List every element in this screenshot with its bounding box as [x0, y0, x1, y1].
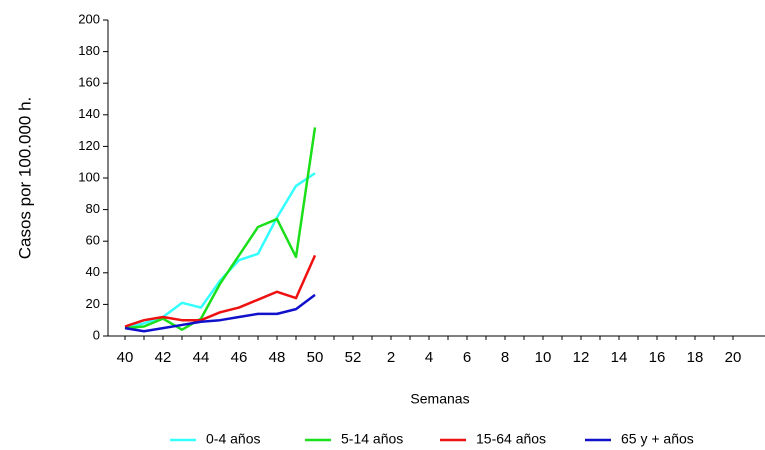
x-tick-label: 16 [649, 349, 666, 366]
series-line [124, 127, 317, 331]
x-tick-label: 8 [501, 349, 509, 366]
y-tick-label: 140 [78, 106, 100, 121]
x-tick-label: 12 [573, 349, 590, 366]
x-tick-label: 20 [725, 349, 742, 366]
x-tick-label: 14 [611, 349, 628, 366]
series-line [124, 293, 316, 333]
x-tick-label: 52 [345, 349, 362, 366]
x-tick-label: 6 [463, 349, 471, 366]
y-tick-label: 40 [86, 264, 100, 279]
y-tick-label: 80 [86, 201, 100, 216]
x-tick-label: 2 [387, 349, 395, 366]
series-line [124, 172, 316, 330]
legend-label: 0-4 años [206, 431, 260, 447]
y-axis-title: Casos por 100.000 h. [15, 97, 34, 260]
x-tick-label: 10 [535, 349, 552, 366]
x-tick-label: 4 [425, 349, 433, 366]
x-tick-label: 50 [307, 349, 324, 366]
y-tick-label: 20 [86, 296, 100, 311]
x-axis-title: Semanas [410, 391, 469, 407]
x-tick-label: 48 [269, 349, 286, 366]
y-tick-label: 120 [78, 138, 100, 153]
y-tick-label: 160 [78, 75, 100, 90]
x-tick-label: 42 [155, 349, 172, 366]
x-tick-label: 40 [117, 349, 134, 366]
legend-label: 15-64 años [476, 431, 546, 447]
x-tick-label: 46 [231, 349, 248, 366]
y-tick-label: 100 [78, 169, 100, 184]
series-line [124, 254, 317, 328]
y-tick-label: 180 [78, 43, 100, 58]
legend-label: 65 y + años [621, 431, 694, 447]
y-tick-label: 0 [93, 327, 100, 342]
x-tick-label: 18 [687, 349, 704, 366]
y-tick-label: 200 [78, 11, 100, 26]
x-tick-label: 44 [193, 349, 210, 366]
y-tick-label: 60 [86, 233, 100, 248]
legend-label: 5-14 años [341, 431, 403, 447]
